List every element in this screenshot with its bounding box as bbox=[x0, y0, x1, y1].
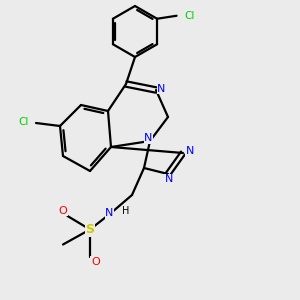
Text: O: O bbox=[91, 257, 100, 267]
Text: Cl: Cl bbox=[184, 11, 194, 21]
Text: N: N bbox=[165, 174, 173, 184]
Text: N: N bbox=[185, 146, 194, 157]
Text: N: N bbox=[105, 208, 114, 218]
Text: S: S bbox=[85, 223, 94, 236]
Text: Cl: Cl bbox=[18, 117, 28, 128]
Text: H: H bbox=[122, 206, 129, 217]
Text: N: N bbox=[157, 83, 166, 94]
Text: N: N bbox=[144, 133, 153, 143]
Text: O: O bbox=[58, 206, 68, 216]
